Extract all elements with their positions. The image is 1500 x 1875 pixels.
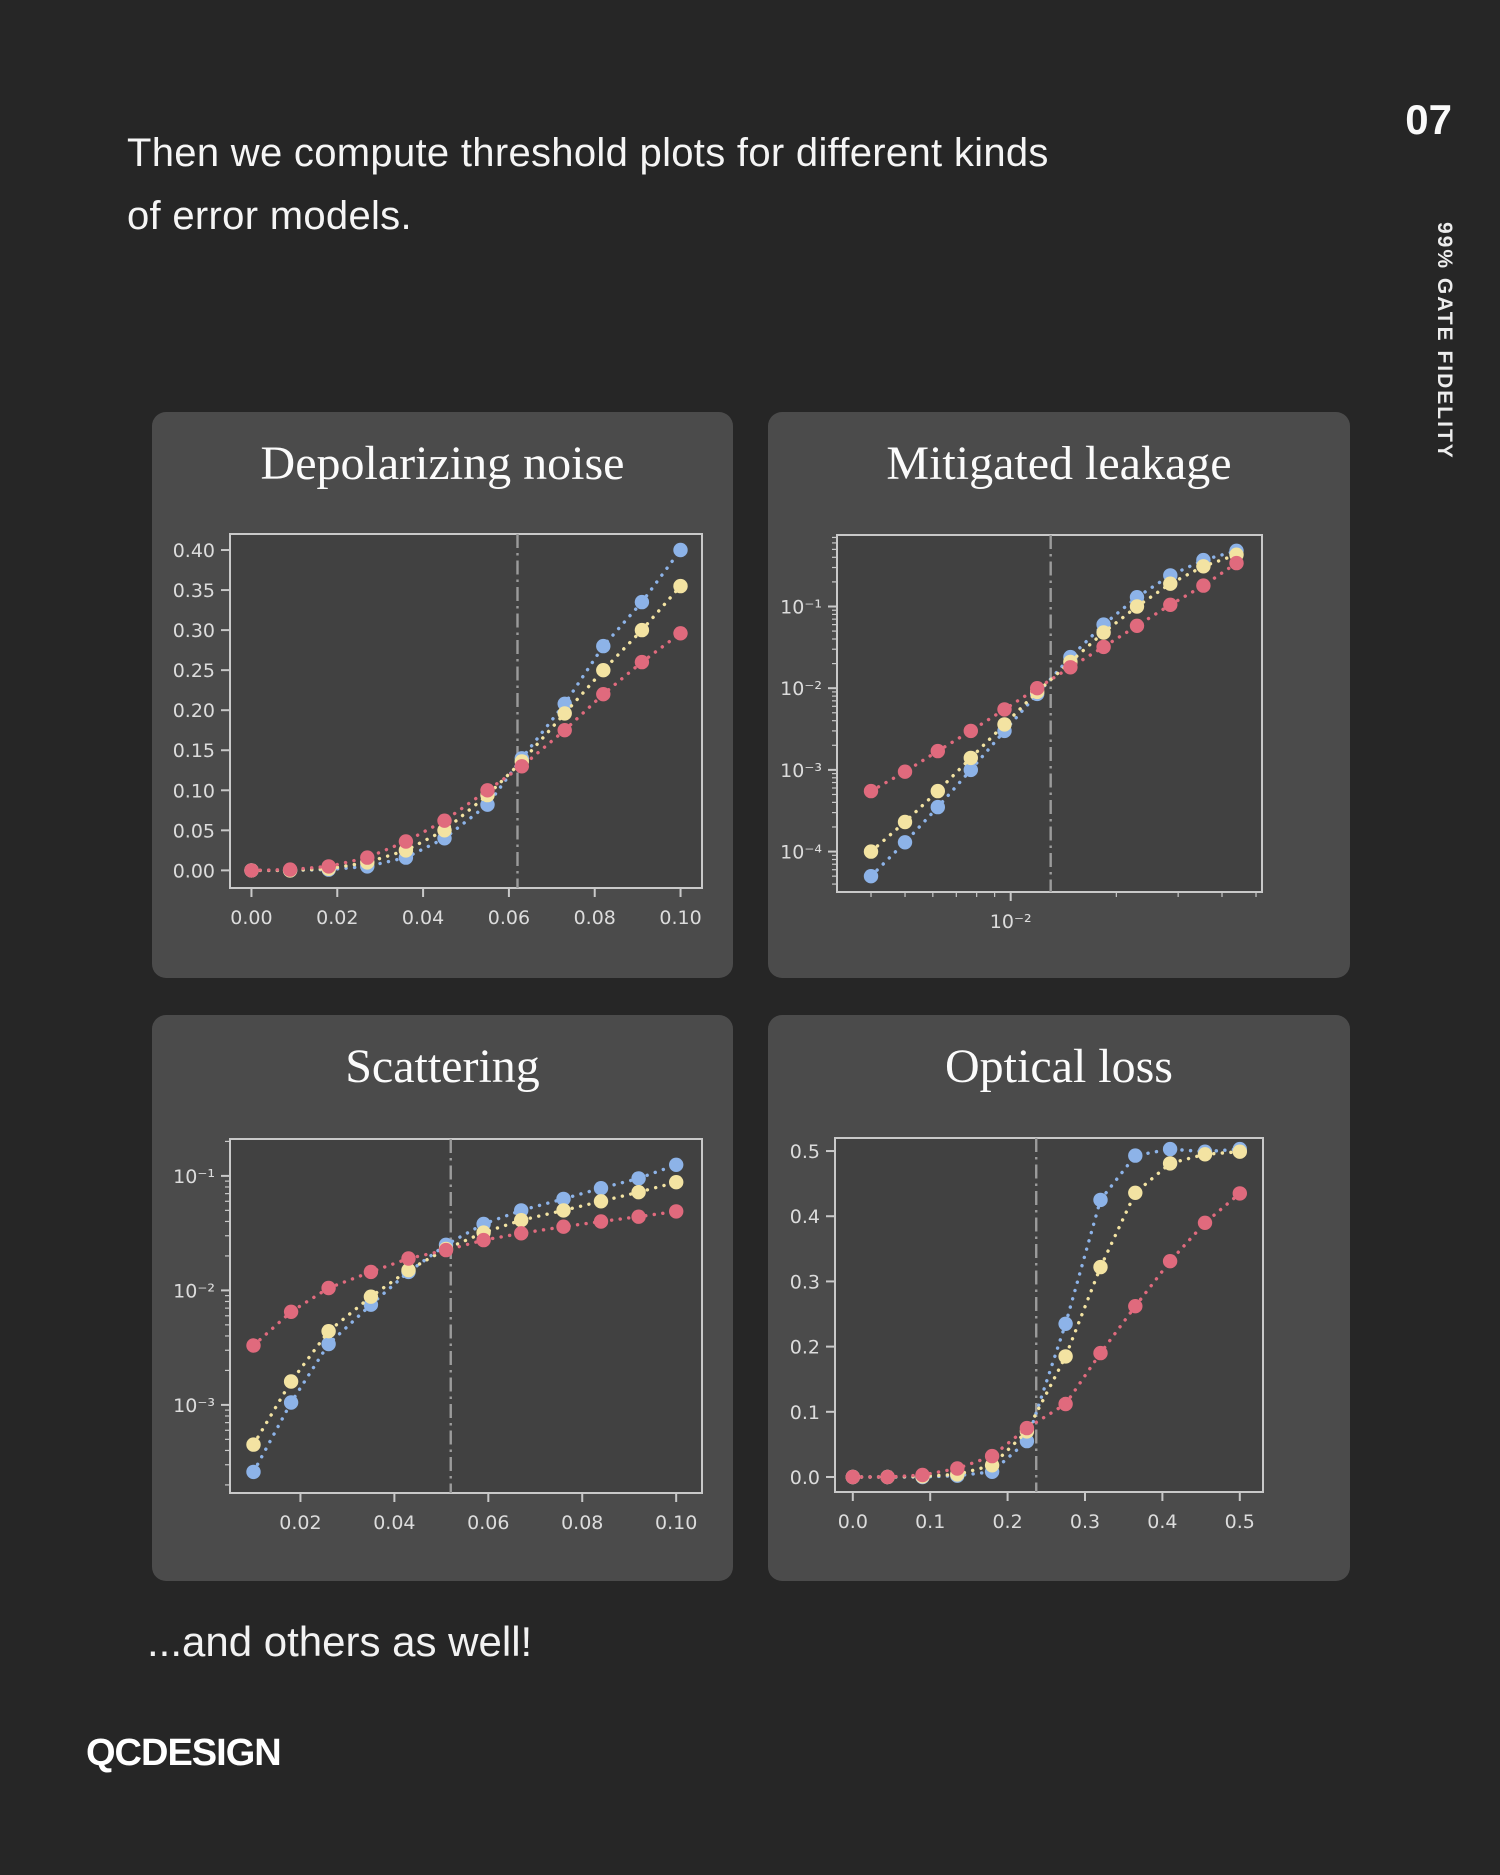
svg-text:0.4: 0.4 (790, 1206, 820, 1228)
svg-text:10⁻¹: 10⁻¹ (780, 596, 822, 618)
chart-title-mitigated-leakage: Mitigated leakage (886, 437, 1232, 490)
svg-text:10⁻³: 10⁻³ (173, 1395, 215, 1417)
svg-text:0.5: 0.5 (1225, 1511, 1255, 1533)
svg-text:0.04: 0.04 (402, 907, 444, 929)
svg-text:0.00: 0.00 (173, 860, 215, 882)
svg-text:0.40: 0.40 (173, 540, 215, 562)
svg-text:10⁻¹: 10⁻¹ (173, 1166, 215, 1188)
svg-text:10⁻²: 10⁻² (173, 1280, 215, 1302)
svg-text:0.2: 0.2 (790, 1337, 820, 1359)
svg-text:0.4: 0.4 (1147, 1511, 1177, 1533)
page-title: Then we compute threshold plots for diff… (127, 131, 1049, 239)
svg-text:0.35: 0.35 (173, 580, 215, 602)
svg-text:0.02: 0.02 (279, 1512, 321, 1534)
svg-text:0.5: 0.5 (790, 1141, 820, 1163)
svg-text:0.10: 0.10 (173, 780, 215, 802)
svg-text:0.1: 0.1 (915, 1511, 945, 1533)
svg-text:0.08: 0.08 (561, 1512, 603, 1534)
svg-text:0.20: 0.20 (173, 700, 215, 722)
svg-text:10⁻²: 10⁻² (990, 911, 1032, 933)
svg-text:0.05: 0.05 (173, 820, 215, 842)
svg-text:0.3: 0.3 (790, 1271, 820, 1293)
page-number: 07 (1405, 96, 1452, 143)
svg-text:0.30: 0.30 (173, 620, 215, 642)
svg-text:0.00: 0.00 (230, 907, 272, 929)
svg-text:10⁻⁴: 10⁻⁴ (780, 842, 822, 864)
svg-text:0.06: 0.06 (467, 1512, 509, 1534)
svg-text:0.06: 0.06 (488, 907, 530, 929)
depolarizing-noise-chart: 0.00 0.02 0.04 0.06 0.08 0.10 0.00 0.05 0.10 0.15… (173, 533, 703, 929)
logo: QCDESIGN (86, 1732, 282, 1774)
chart-panel-mitigated-leakage: Mitigated leakage 10⁻² 10⁻¹ 10⁻² 10⁻³ 10⁻⁴ (768, 412, 1350, 978)
svg-text:0.15: 0.15 (173, 740, 215, 762)
svg-text:0.0: 0.0 (790, 1467, 820, 1489)
svg-text:0.0: 0.0 (838, 1511, 868, 1533)
chart-title-depolarizing-noise: Depolarizing noise (260, 437, 625, 490)
scattering-chart: 0.02 0.04 0.06 0.08 0.10 10⁻¹ 10⁻² 10⁻³ (173, 1138, 703, 1534)
svg-text:0.04: 0.04 (373, 1512, 415, 1534)
svg-text:0.2: 0.2 (992, 1511, 1022, 1533)
svg-text:0.02: 0.02 (316, 907, 358, 929)
svg-text:0.10: 0.10 (655, 1512, 697, 1534)
chart-panel-depolarizing-noise: Depolarizing noise 0.00 0.02 0.04 0.06 0.08 0… (152, 412, 733, 978)
footer-note: ...and others as well! (147, 1618, 533, 1665)
chart-title-scattering: Scattering (345, 1040, 540, 1093)
svg-text:0.08: 0.08 (574, 907, 616, 929)
svg-text:0.25: 0.25 (173, 660, 215, 682)
side-label: 99% GATE FIDELITY (1433, 222, 1456, 460)
mitigated-leakage-chart: 10⁻² 10⁻¹ 10⁻² 10⁻³ 10⁻⁴ (780, 534, 1263, 933)
svg-text:10⁻²: 10⁻² (780, 678, 822, 700)
optical-loss-chart: 0.0 0.1 0.2 0.3 0.4 0.5 0.0 0.1 0.2 0.3 0.4 0.5 (790, 1137, 1264, 1533)
chart-title-optical-loss: Optical loss (945, 1040, 1173, 1093)
svg-text:10⁻³: 10⁻³ (780, 760, 822, 782)
chart-panel-optical-loss: Optical loss 0.0 0.1 0.2 0.3 0.4 0.5 0.0 0.1 0.2… (768, 1015, 1350, 1581)
chart-panel-scattering: Scattering 0.02 0.04 0.06 0.08 0.10 10⁻¹ 10⁻² 1… (152, 1015, 733, 1581)
svg-text:0.10: 0.10 (659, 907, 701, 929)
svg-text:0.3: 0.3 (1070, 1511, 1100, 1533)
svg-text:0.1: 0.1 (790, 1402, 820, 1424)
